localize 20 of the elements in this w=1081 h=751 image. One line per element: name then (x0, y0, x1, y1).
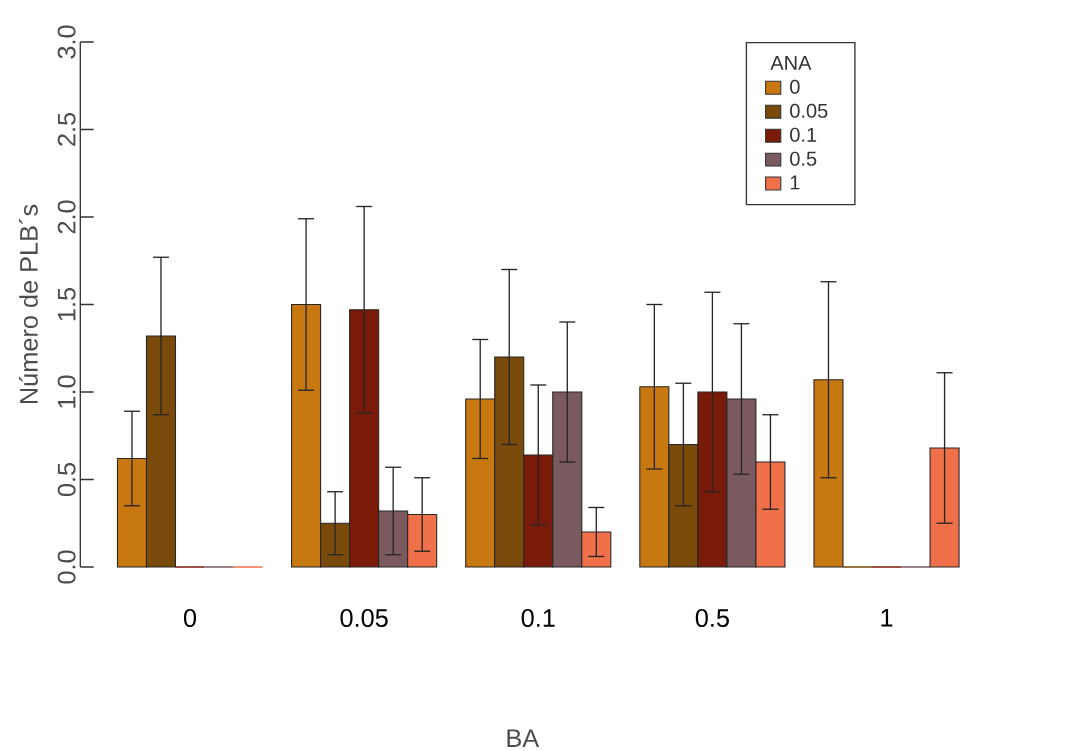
legend-label: 0.1 (790, 127, 817, 142)
y-tick-label: 0.5 (57, 462, 76, 496)
x-tick-label: 0.05 (340, 608, 388, 627)
legend-title: ANA (770, 55, 812, 70)
x-tick-label: 0 (183, 608, 197, 627)
y-tick-label: 2.5 (57, 112, 76, 146)
legend-label: 1 (790, 175, 800, 190)
x-tick-label: 1 (881, 608, 893, 627)
y-axis-title: Número de PLB´s (18, 204, 38, 403)
y-tick-label: 0.0 (57, 550, 76, 584)
y-tick-label: 3.0 (57, 25, 76, 59)
x-axis-title: BA (507, 729, 540, 747)
legend-label: 0 (790, 79, 800, 94)
x-tick-label: 0.5 (695, 608, 729, 627)
x-tick-label: 0.1 (521, 608, 555, 627)
y-tick-label: 1.5 (57, 287, 76, 321)
y-tick-label: 2.0 (57, 200, 76, 234)
legend-label: 0.05 (790, 103, 828, 118)
y-tick-label: 1.0 (57, 375, 76, 408)
legend-label: 0.5 (790, 151, 817, 166)
